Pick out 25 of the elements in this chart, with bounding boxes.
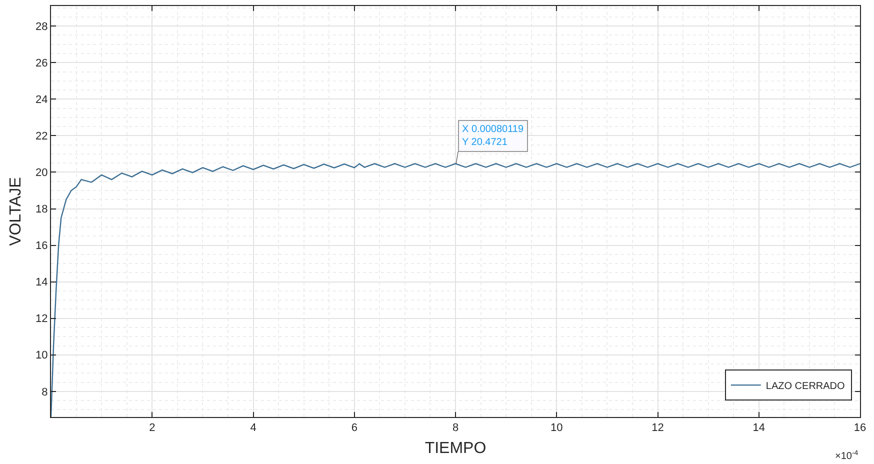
text: ×10$^{-4}$ (835, 450, 858, 462)
y-tick-label: 20 (36, 167, 48, 180)
y-axis-title: VOLTAJE (7, 177, 24, 246)
y-tick-label: 26 (36, 57, 48, 70)
x-tick-label: 10 (550, 422, 563, 434)
y-tick-label: 16 (36, 240, 48, 252)
y-tick-label: 12 (36, 313, 48, 326)
line-series (51, 163, 860, 417)
y-tick-label: 24 (36, 94, 48, 106)
y-tick-label: 22 (36, 130, 48, 143)
x-tick-label: 8 (452, 422, 459, 434)
x-tick-label: 16 (854, 422, 866, 434)
legend-label: LAZO CERRADO (766, 380, 846, 392)
x-tick-label: 12 (652, 422, 664, 434)
y-tick-label: 18 (36, 204, 48, 216)
y-tick-label: 8 (42, 386, 48, 398)
y-tick-label: 10 (36, 350, 48, 362)
y-tick-label: 28 (36, 20, 48, 33)
x-tick-label: 6 (351, 422, 358, 434)
y-tick-label: 14 (36, 276, 48, 289)
annotation: X 0.00080119 Y 20.4721 (462, 124, 524, 148)
x-tick-label: 4 (250, 422, 256, 434)
x-tick-label: 2 (149, 422, 156, 434)
x-axis-title: TIEMPO (424, 440, 486, 457)
x-tick-label: 14 (752, 422, 766, 434)
